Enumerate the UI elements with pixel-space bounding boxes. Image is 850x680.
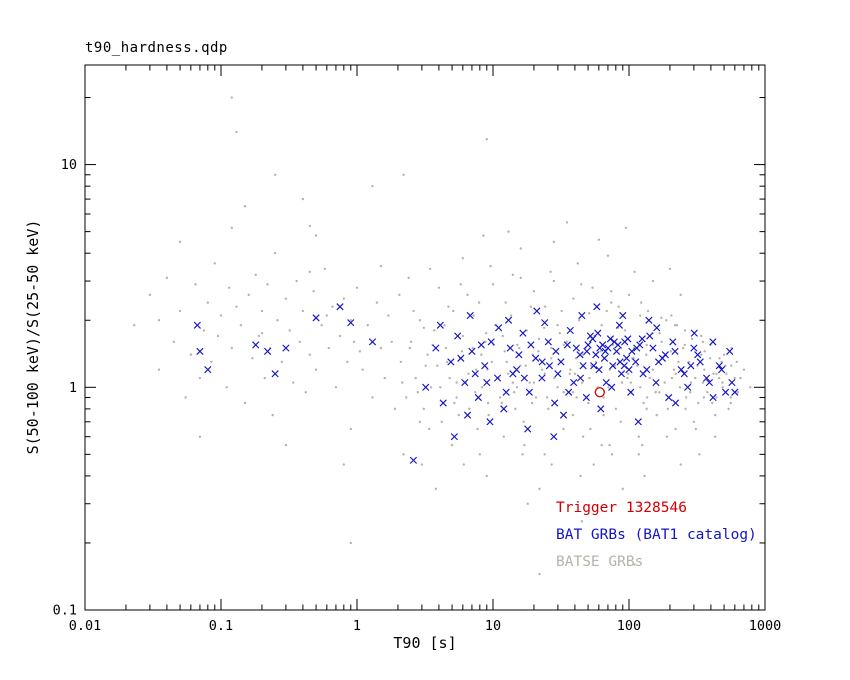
plot-title: t90_hardness.qdp	[85, 40, 228, 56]
series-bat-grbs-bat1-catalog	[193, 303, 739, 464]
x-tick-label: 10	[485, 618, 501, 634]
legend-item-batse-grbs: BATSE GRBs	[556, 554, 644, 570]
x-axis-label: T90 [s]	[393, 634, 457, 652]
x-tick-label: 0.01	[69, 618, 102, 634]
y-tick-label: 10	[61, 157, 77, 173]
x-tick-label: 100	[617, 618, 641, 634]
axis-ticks	[84, 65, 766, 611]
y-tick-label: 1	[69, 380, 77, 396]
x-tick-label: 0.1	[209, 618, 233, 634]
series-trigger-1328546	[594, 387, 605, 398]
y-axis-label: S(50-100 keV)/S(25-50 keV)	[24, 219, 42, 455]
trigger-marker	[594, 387, 605, 398]
legend-item-bat-grbs: BAT GRBs (BAT1 catalog)	[556, 527, 757, 543]
legend: Trigger 1328546 BAT GRBs (BAT1 catalog) …	[556, 495, 757, 576]
plot-frame	[84, 64, 766, 611]
x-tick-label: 1000	[749, 618, 782, 634]
x-tick-label: 1	[353, 618, 361, 634]
legend-item-trigger: Trigger 1328546	[556, 500, 687, 516]
y-tick-label: 0.1	[53, 603, 77, 619]
